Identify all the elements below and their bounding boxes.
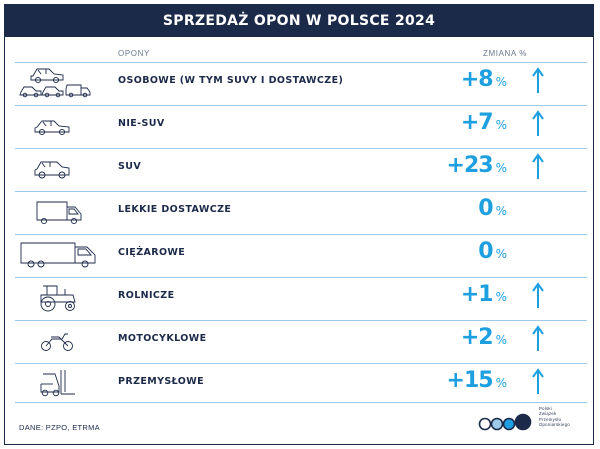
motorcycle-icon [41, 333, 73, 351]
row-label: NIE-SUV [118, 118, 165, 129]
table-row: LEKKIE DOSTAWCZE 0% [15, 191, 587, 230]
change-value: +2% [460, 325, 507, 350]
title-bar: SPRZEDAŻ OPON W POLSCE 2024 [5, 5, 593, 37]
suv-car-icon [34, 161, 70, 179]
arrow-up-icon [532, 368, 544, 394]
van-icon [36, 201, 82, 225]
arrow-up-icon [532, 325, 544, 351]
row-label: SUV [118, 161, 142, 172]
table-row: OSOBOWE (W TYM SUVY I DOSTAWCZE) +8% [15, 62, 587, 101]
row-label: OSOBOWE (W TYM SUVY I DOSTAWCZE) [118, 75, 344, 86]
change-value: +7% [460, 110, 507, 135]
passenger-cars-group-icon [19, 68, 91, 98]
row-label: ROLNICZE [118, 290, 175, 301]
source-note: DANE: PZPO, ETRMA [19, 423, 100, 432]
change-value: +8% [460, 67, 507, 92]
logo-text: Polski Związek Przemysłu Oponiarskiego [539, 406, 570, 428]
table-row: MOTOCYKLOWE +2% [15, 320, 587, 359]
logo-circles-icon [478, 413, 532, 431]
row-label: CIĘŻAROWE [118, 247, 186, 258]
table-row: NIE-SUV +7% [15, 105, 587, 144]
row-label: MOTOCYKLOWE [118, 333, 207, 344]
change-value: +1% [460, 282, 507, 307]
column-header-change: ZMIANA % [483, 49, 527, 58]
row-label: PRZEMYSŁOWE [118, 376, 205, 387]
sedan-car-icon [34, 120, 70, 136]
table-row: PRZEMYSŁOWE +15% [15, 363, 587, 403]
change-value: +23% [446, 153, 507, 178]
column-header-tires: OPONY [118, 49, 150, 58]
table-row: SUV +23% [15, 148, 587, 187]
arrow-up-icon [532, 282, 544, 308]
change-value: +15% [446, 368, 507, 393]
infographic-frame: SPRZEDAŻ OPON W POLSCE 2024 OPONY ZMIANA… [4, 4, 594, 445]
change-value: 0% [478, 239, 507, 264]
arrow-up-icon [532, 110, 544, 136]
change-value: 0% [478, 196, 507, 221]
page-title: SPRZEDAŻ OPON W POLSCE 2024 [162, 13, 436, 29]
table-row: ROLNICZE +1% [15, 277, 587, 316]
forklift-icon [40, 370, 75, 397]
arrow-up-icon [532, 67, 544, 93]
row-label: LEKKIE DOSTAWCZE [118, 204, 232, 215]
arrow-up-icon [532, 153, 544, 179]
tractor-icon [40, 285, 76, 312]
table-row: CIĘŻAROWE 0% [15, 234, 587, 273]
pzpo-logo: Polski Związek Przemysłu Oponiarskiego [477, 406, 570, 434]
truck-icon [20, 242, 96, 268]
